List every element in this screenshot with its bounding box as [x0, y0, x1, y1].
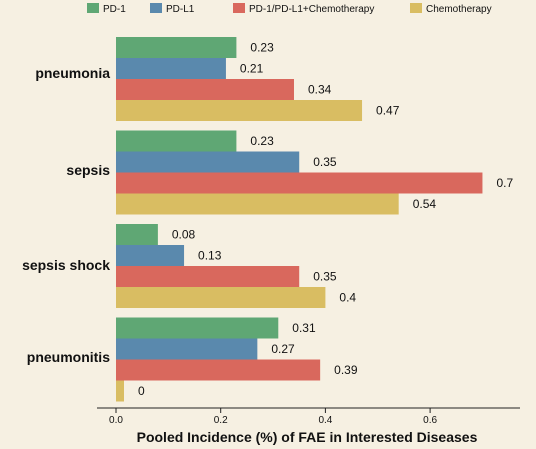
- x-axis-label: Pooled Incidence (%) of FAE in Intereste…: [137, 429, 478, 445]
- bar: [116, 317, 279, 339]
- legend-label: Chemotherapy: [426, 4, 492, 15]
- data-label: 0.7: [496, 176, 513, 190]
- category-label: sepsis shock: [22, 257, 110, 273]
- bar: [116, 37, 237, 58]
- data-label: 0: [138, 384, 145, 398]
- legend-swatch: [233, 3, 245, 13]
- data-label: 0.4: [339, 291, 356, 305]
- data-label: 0.23: [250, 134, 274, 148]
- data-label: 0.23: [250, 41, 274, 55]
- bar: [116, 130, 237, 152]
- bar: [116, 224, 158, 245]
- legend-swatch: [150, 3, 162, 13]
- data-label: 0.34: [308, 83, 332, 97]
- data-label: 0.21: [240, 62, 264, 76]
- x-tick-label: 0.6: [423, 415, 437, 426]
- bar: [116, 359, 321, 381]
- bar-area: 0.23 0.21 0.34 0.47 0.23 0.35 0.7 0.54 0.080.13 0…: [116, 37, 513, 402]
- legend-swatch: [410, 3, 422, 13]
- category-label: pneumonia: [35, 65, 110, 81]
- data-label: 0.13: [198, 249, 222, 263]
- x-tick-label: 0.0: [109, 415, 123, 426]
- data-label: 0.31: [292, 321, 316, 335]
- legend-swatch: [87, 3, 99, 13]
- legend-label: PD-1: [103, 4, 126, 15]
- bar: [116, 266, 300, 287]
- bar: [116, 245, 185, 266]
- bar: [116, 380, 124, 402]
- bar: [116, 338, 258, 360]
- data-label: 0.39: [334, 363, 358, 377]
- data-label: 0.35: [313, 155, 337, 169]
- data-label: 0.27: [271, 342, 295, 356]
- legend: PD-1 PD-L1 PD-1/PD-L1+Chemotherapy Chemothe…: [87, 3, 492, 15]
- x-tick-label: 0.4: [318, 415, 332, 426]
- data-label: 0.08: [172, 228, 196, 242]
- category-label: pneumonitis: [27, 349, 110, 365]
- legend-label: PD-L1: [166, 4, 195, 15]
- bar: [116, 100, 363, 121]
- bar: [116, 151, 300, 173]
- legend-label: PD-1/PD-L1+Chemotherapy: [249, 4, 374, 15]
- x-axis: 0.0 0.2 0.4 0.6: [97, 407, 520, 426]
- data-label: 0.47: [376, 104, 400, 118]
- bar: [116, 79, 294, 100]
- bar: [116, 193, 399, 215]
- data-label: 0.54: [413, 197, 437, 211]
- bar: [116, 287, 326, 308]
- category-label: sepsis: [66, 162, 110, 178]
- data-label: 0.35: [313, 270, 337, 284]
- bar: [116, 172, 483, 194]
- bar: [116, 58, 226, 79]
- category-labels: pneumonia sepsis sepsis shock pneumonitis: [22, 65, 110, 365]
- x-tick-label: 0.2: [214, 415, 228, 426]
